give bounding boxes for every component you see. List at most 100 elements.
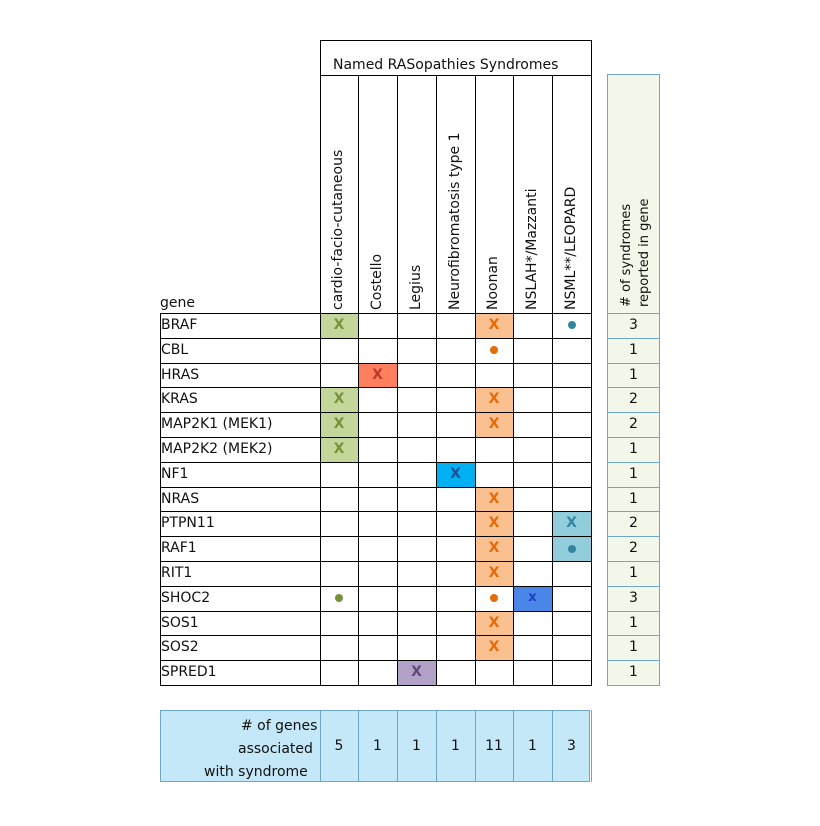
- matrix-cell-fill: [475, 511, 513, 537]
- association-mark: X: [488, 639, 500, 656]
- row-divider: [160, 461, 592, 463]
- row-divider: [160, 585, 592, 587]
- gene-label: HRAS: [161, 366, 200, 383]
- summary-column-divider: [358, 710, 359, 782]
- syndrome-count-value: 1: [629, 441, 638, 457]
- totals-row-divider: [607, 561, 660, 562]
- column-divider: [320, 40, 321, 685]
- association-dot-icon: [567, 544, 576, 553]
- syndrome-label: Neurofibromatosis type 1: [446, 132, 463, 310]
- column-divider: [552, 75, 553, 685]
- totals-row-divider: [607, 486, 660, 488]
- gene-count-value: 1: [528, 738, 537, 754]
- association-mark: X: [488, 614, 500, 631]
- row-divider: [160, 635, 592, 637]
- gene-label: SPRED1: [161, 664, 217, 681]
- gene-label: RAF1: [161, 540, 197, 557]
- column-divider: [475, 75, 476, 685]
- syndrome-count-value: 2: [629, 540, 638, 557]
- gene-label: CBL: [161, 341, 189, 358]
- totals-row-divider: [607, 337, 660, 339]
- matrix-cell-fill: [320, 412, 358, 437]
- syndrome-count-value: 2: [629, 515, 638, 532]
- gene-label: KRAS: [161, 391, 198, 408]
- gene-label: SOS1: [161, 614, 199, 631]
- association-mark: X: [372, 366, 383, 383]
- syndrome-label: Costello: [368, 253, 385, 310]
- association-mark: X: [333, 317, 345, 333]
- association-dot-icon: [335, 594, 343, 603]
- syndrome-label: Legius: [407, 264, 424, 310]
- gene-label: RIT1: [161, 565, 193, 581]
- matrix-cell-fill: [397, 660, 436, 685]
- totals-row-divider: [607, 635, 660, 637]
- row-divider: [160, 337, 592, 339]
- gene-label: SOS2: [161, 639, 199, 656]
- gene-count-value: 1: [412, 738, 421, 754]
- matrix-cell-fill: [475, 536, 513, 561]
- gene-count-value: 11: [485, 738, 503, 754]
- column-divider: [591, 40, 592, 685]
- matrix-cell-fill: [552, 511, 591, 537]
- gene-label: MAP2K1 (MEK1): [161, 416, 273, 433]
- genes-per-syndrome-summary: [160, 710, 590, 782]
- syndrome-count-value: 1: [629, 366, 638, 383]
- matrix-cell-fill: [320, 387, 358, 413]
- header-title-divider: [320, 75, 592, 76]
- association-mark: X: [566, 515, 577, 532]
- matrix-cell-fill: [320, 437, 358, 462]
- summary-column-divider: [436, 710, 437, 782]
- summary-column-divider: [397, 710, 398, 782]
- gene-count-value: 5: [334, 738, 344, 754]
- column-divider: [358, 75, 359, 685]
- association-dot-icon: [490, 346, 498, 355]
- gene-column-header: gene: [160, 295, 195, 311]
- summary-column-divider: [513, 710, 514, 782]
- totals-row-divider: [607, 610, 660, 612]
- row-divider: [160, 610, 592, 612]
- syndrome-count-value: 3: [629, 317, 638, 333]
- matrix-cell-fill: [320, 313, 358, 338]
- row-divider: [160, 511, 592, 513]
- matrix-cell-fill: [436, 461, 475, 487]
- association-mark: X: [450, 465, 461, 482]
- totals-row-divider: [607, 536, 660, 538]
- association-mark: X: [488, 540, 500, 557]
- row-divider: [160, 486, 592, 488]
- header-top-border: [320, 40, 592, 41]
- summary-column-divider: [552, 710, 553, 782]
- syndrome-count-value: 2: [629, 416, 638, 433]
- association-mark: X: [411, 664, 422, 681]
- totals-row-divider: [607, 511, 660, 513]
- matrix-cell-fill: [358, 362, 397, 388]
- association-mark: X: [488, 490, 500, 507]
- column-divider: [397, 75, 398, 685]
- gene-count-value: 3: [567, 738, 576, 754]
- matrix-cell-fill: [513, 585, 552, 611]
- column-divider: [436, 75, 437, 685]
- gene-count-value: 1: [373, 738, 382, 754]
- totals-column-label-line2: reported in gene: [637, 198, 652, 307]
- syndrome-count-value: 1: [629, 664, 638, 681]
- matrix-cell-fill: [475, 561, 513, 586]
- association-mark: X: [333, 416, 345, 433]
- summary-label-line3: with syndrome: [204, 764, 308, 780]
- gene-label: PTPN11: [161, 515, 215, 532]
- totals-row-divider: [607, 660, 660, 662]
- totals-row-divider: [607, 585, 660, 587]
- association-dot-icon: [567, 321, 576, 330]
- association-mark: X: [488, 515, 500, 532]
- summary-label-line2: associated: [238, 741, 313, 757]
- syndrome-count-value: 3: [629, 589, 638, 606]
- association-mark: X: [488, 416, 500, 433]
- syndrome-count-value: 1: [629, 490, 638, 507]
- syndrome-count-value: 1: [629, 614, 638, 631]
- row-divider: [160, 362, 592, 364]
- table-title: Named RASopathies Syndromes: [333, 57, 559, 73]
- totals-row-divider: [607, 412, 660, 414]
- row-divider: [160, 437, 592, 438]
- row-divider: [160, 660, 592, 662]
- matrix-cell-fill: [475, 412, 513, 437]
- matrix-cell-fill: [475, 313, 513, 338]
- totals-row-divider: [607, 362, 660, 364]
